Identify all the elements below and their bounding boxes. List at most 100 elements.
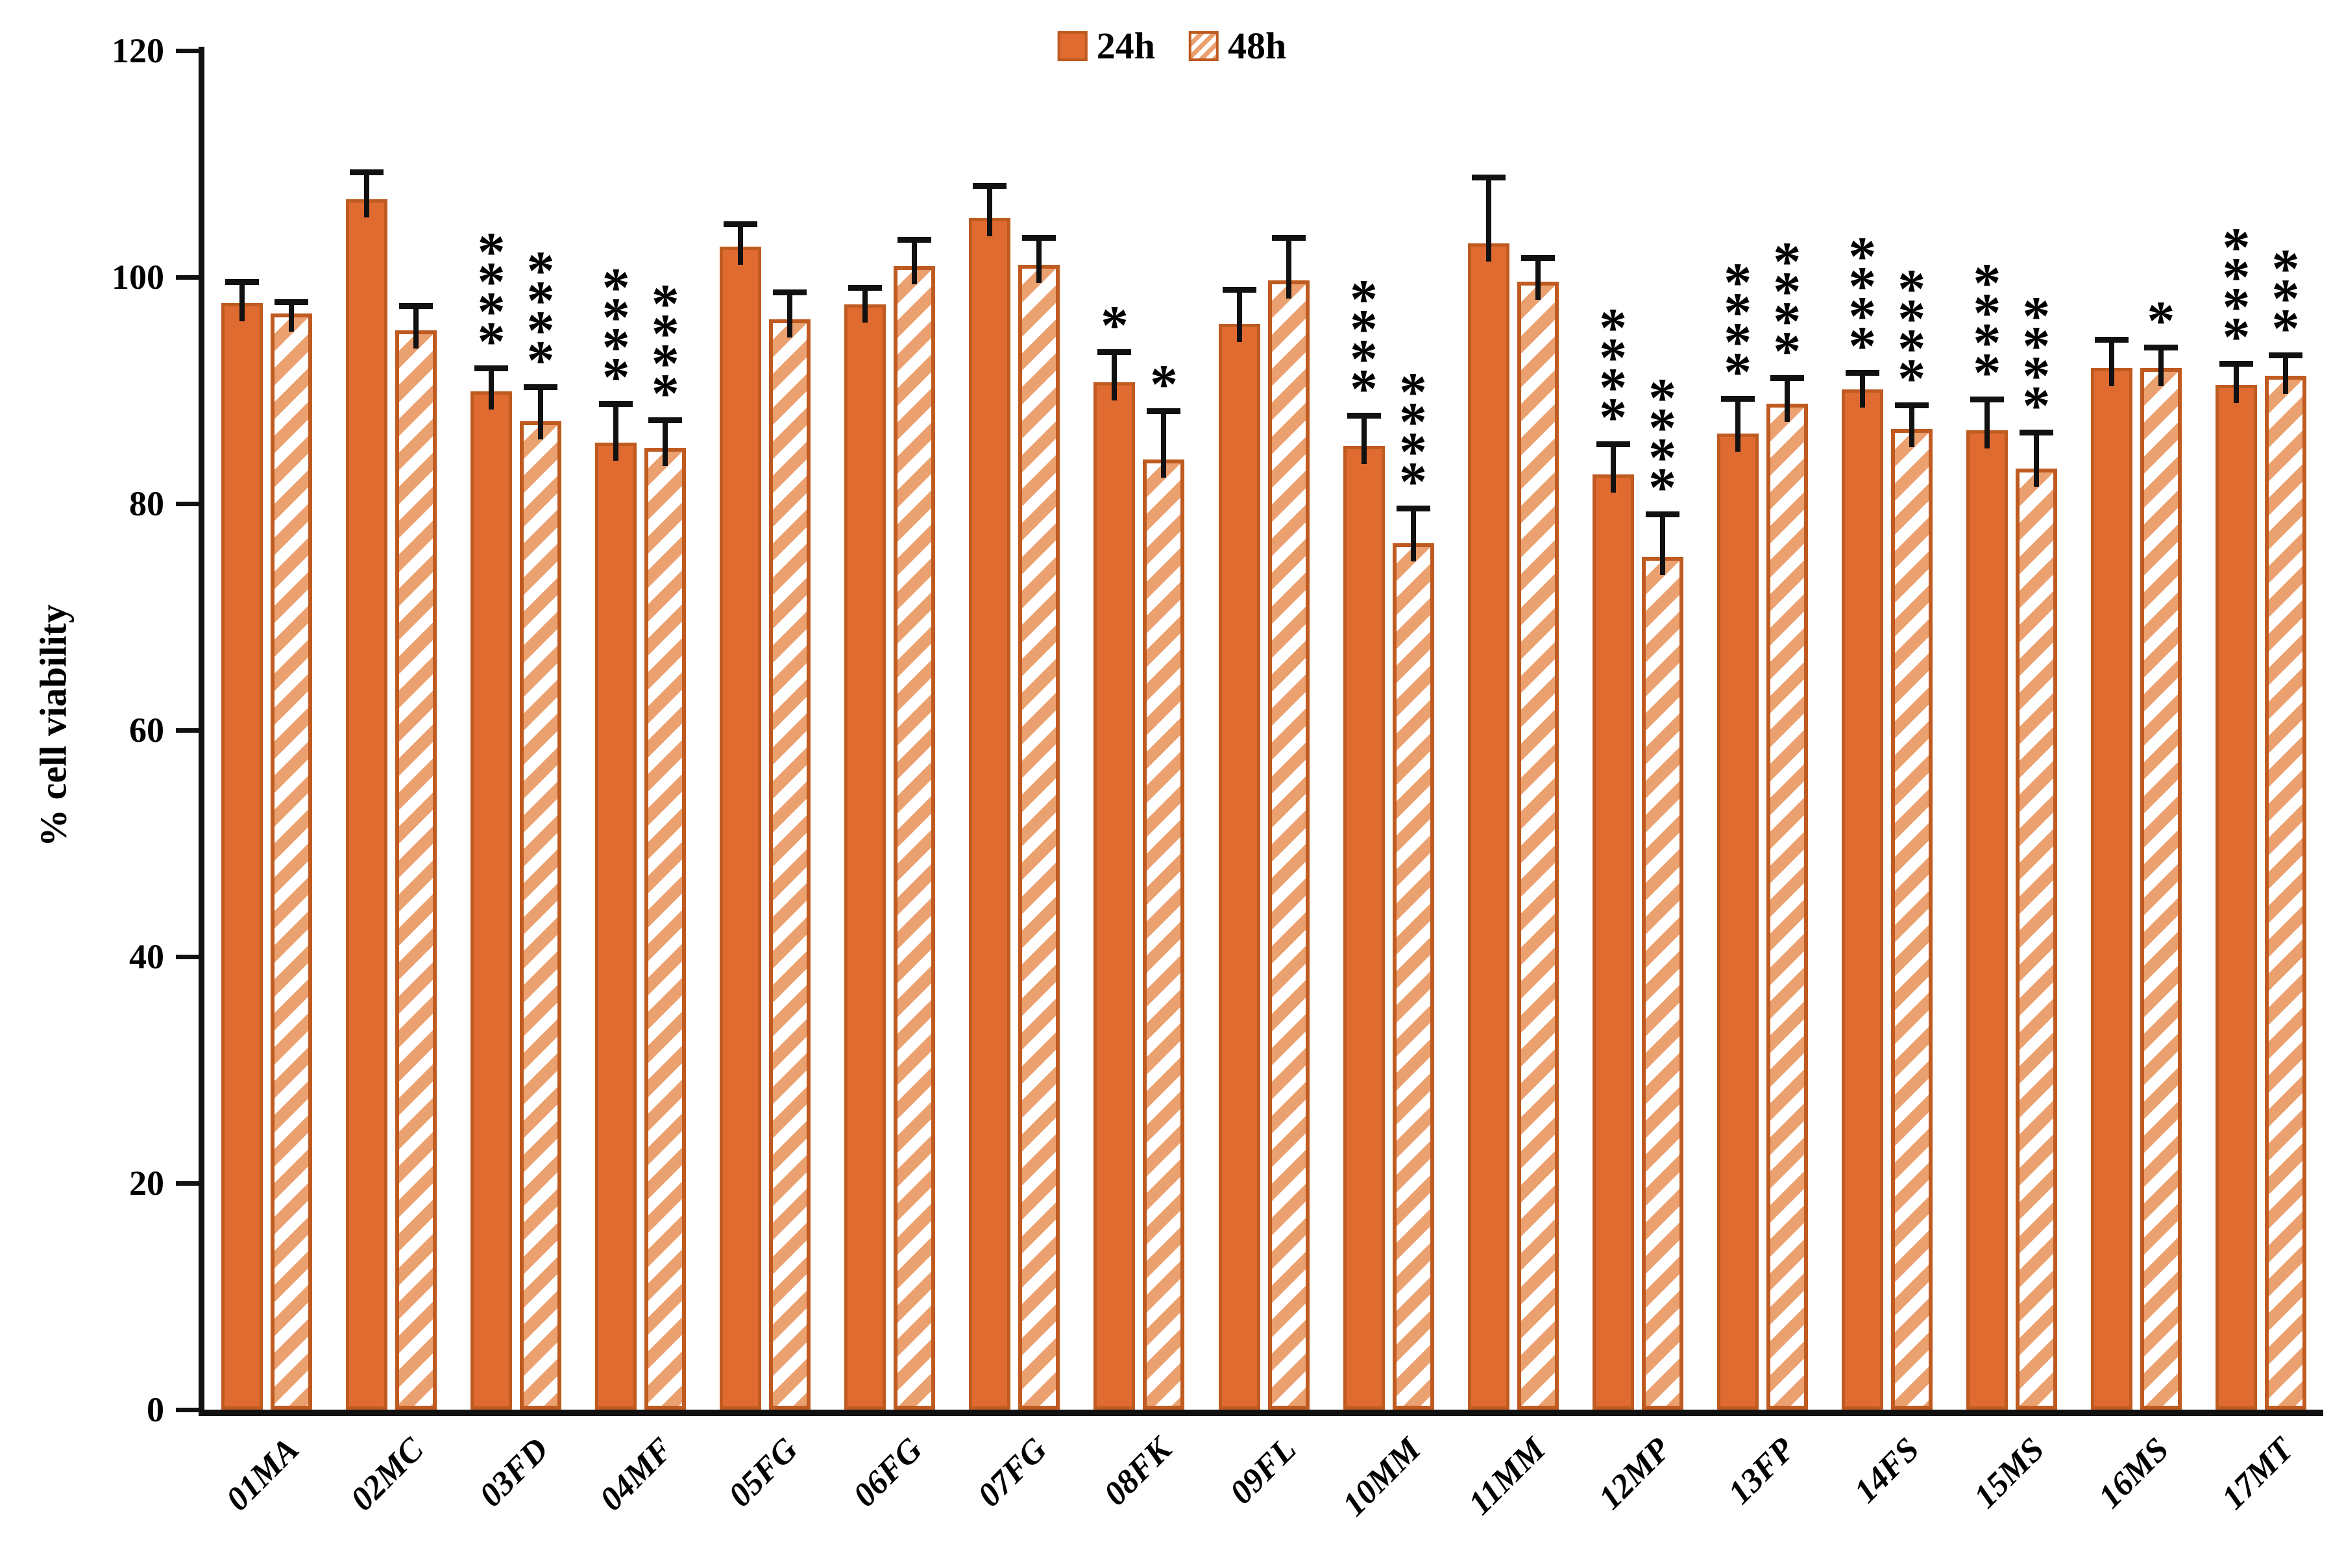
- x-category-label-text: 05FG: [722, 1430, 805, 1514]
- error-cap-24h-16MS: [2094, 336, 2129, 343]
- x-category-label-text: 03FD: [472, 1430, 556, 1514]
- bar-24h-01MA: [221, 303, 263, 1410]
- error-bar-48h-14FS: [1909, 405, 1914, 447]
- solid-square-icon: [1057, 31, 1088, 61]
- y-tick: [176, 728, 199, 733]
- x-category-label-text: 01MA: [219, 1430, 307, 1519]
- error-bar-48h-10MM: [1410, 508, 1416, 562]
- significance-star: *: [1648, 456, 1677, 519]
- error-cap-48h-13FP: [1770, 375, 1804, 382]
- sig-stars-48h-17MT: * * *: [2264, 241, 2308, 356]
- legend-label-48h: 48h: [1228, 25, 1287, 67]
- significance-star: *: [2022, 374, 2051, 437]
- x-category-label-text: 15MS: [1966, 1430, 2051, 1515]
- x-axis-line: [199, 1410, 2323, 1416]
- significance-star: *: [1599, 386, 1628, 448]
- x-category-label-text: 11MM: [1461, 1430, 1553, 1523]
- bar-48h-17MT: [2264, 375, 2306, 1410]
- significance-star: *: [602, 346, 630, 409]
- significance-star: *: [477, 310, 506, 373]
- significance-star: *: [1149, 352, 1178, 415]
- error-bar-48h-11MM: [1535, 258, 1541, 300]
- error-bar-48h-09FL: [1286, 237, 1291, 299]
- bar-48h-13FP: [1766, 404, 1808, 1410]
- sig-stars-24h-14FS: * * * *: [1840, 228, 1885, 374]
- bar-24h-02MC: [346, 199, 388, 1410]
- y-tick-label: 120: [112, 31, 164, 70]
- error-bar-48h-02MC: [413, 305, 419, 349]
- error-cap-24h-17MT: [2219, 360, 2253, 367]
- bar-48h-15MS: [2015, 468, 2057, 1410]
- sig-stars-24h-03FD: * * * *: [469, 224, 513, 373]
- error-cap-24h-11MM: [1471, 175, 1506, 181]
- bar-48h-11MM: [1517, 281, 1559, 1410]
- bar-24h-06FG: [844, 304, 886, 1410]
- error-cap-24h-06FG: [848, 284, 883, 291]
- error-cap-48h-10MM: [1396, 505, 1430, 511]
- bar-24h-16MS: [2090, 367, 2132, 1410]
- x-category-label-text: 10MM: [1336, 1430, 1428, 1524]
- significance-star: *: [1898, 347, 1926, 410]
- sig-stars-48h-04MF: * * * *: [643, 276, 687, 421]
- sig-stars-48h-12MP: * * * *: [1641, 370, 1685, 519]
- y-tick-label: 0: [147, 1390, 164, 1429]
- bar-48h-08FK: [1143, 459, 1185, 1410]
- significance-star: *: [2222, 305, 2251, 368]
- bar-24h-17MT: [2215, 384, 2257, 1410]
- bar-48h-12MP: [1641, 557, 1683, 1410]
- y-tick: [176, 1408, 199, 1412]
- error-bar-48h-08FK: [1161, 410, 1167, 478]
- error-cap-24h-03FD: [474, 365, 509, 371]
- legend-label-24h: 24h: [1096, 25, 1155, 67]
- bar-24h-14FS: [1841, 389, 1883, 1410]
- error-bar-24h-15MS: [1984, 399, 1990, 448]
- error-bar-24h-12MP: [1610, 443, 1616, 493]
- error-bar-48h-06FG: [912, 239, 918, 284]
- bar-48h-06FG: [894, 265, 936, 1410]
- bar-24h-15MS: [1966, 430, 2008, 1410]
- error-cap-24h-10MM: [1347, 412, 1381, 419]
- y-tick: [176, 275, 199, 280]
- error-cap-24h-05FG: [724, 221, 758, 227]
- y-tick: [176, 955, 199, 959]
- bar-48h-02MC: [395, 330, 437, 1410]
- bar-48h-07FG: [1018, 264, 1060, 1410]
- sig-stars-24h-08FK: *: [1092, 297, 1136, 353]
- significance-star: *: [1973, 341, 2001, 404]
- bar-48h-10MM: [1392, 543, 1434, 1410]
- sig-stars-24h-13FP: * * * *: [1716, 254, 1760, 400]
- significance-star: *: [526, 329, 555, 392]
- x-category-label-text: 04MF: [592, 1430, 681, 1519]
- error-cap-48h-01MA: [275, 299, 309, 306]
- bar-48h-01MA: [271, 313, 313, 1410]
- bar-24h-10MM: [1343, 446, 1385, 1410]
- error-bar-24h-11MM: [1485, 177, 1491, 262]
- error-bar-24h-02MC: [364, 171, 370, 217]
- x-category-label-text: 06FG: [846, 1430, 930, 1514]
- error-bar-24h-08FK: [1112, 352, 1117, 401]
- sig-stars-48h-15MS: * * * *: [2014, 288, 2058, 437]
- hatched-square-icon: [1189, 31, 1219, 61]
- error-bar-48h-17MT: [2282, 355, 2288, 394]
- error-cap-48h-12MP: [1645, 511, 1679, 517]
- significance-star: *: [1399, 450, 1428, 513]
- error-bar-24h-03FD: [489, 367, 494, 410]
- error-bar-24h-06FG: [862, 287, 868, 323]
- x-category-label-text: 07FG: [971, 1430, 1055, 1514]
- y-tick: [176, 49, 199, 53]
- error-cap-48h-02MC: [399, 302, 433, 309]
- error-cap-48h-14FS: [1894, 402, 1929, 409]
- error-bar-24h-13FP: [1735, 398, 1740, 452]
- error-bar-48h-03FD: [538, 387, 544, 439]
- error-cap-48h-06FG: [897, 237, 932, 243]
- significance-star: *: [2147, 289, 2175, 352]
- error-bar-48h-15MS: [2033, 432, 2039, 487]
- error-cap-48h-15MS: [2019, 430, 2053, 436]
- error-bar-48h-13FP: [1784, 378, 1790, 423]
- error-cap-48h-11MM: [1520, 255, 1555, 262]
- x-category-label-text: 08FK: [1097, 1430, 1179, 1513]
- error-bar-24h-16MS: [2108, 339, 2114, 386]
- sig-stars-48h-03FD: * * * *: [519, 243, 563, 392]
- error-cap-48h-16MS: [2143, 345, 2178, 351]
- bar-48h-04MF: [644, 448, 687, 1410]
